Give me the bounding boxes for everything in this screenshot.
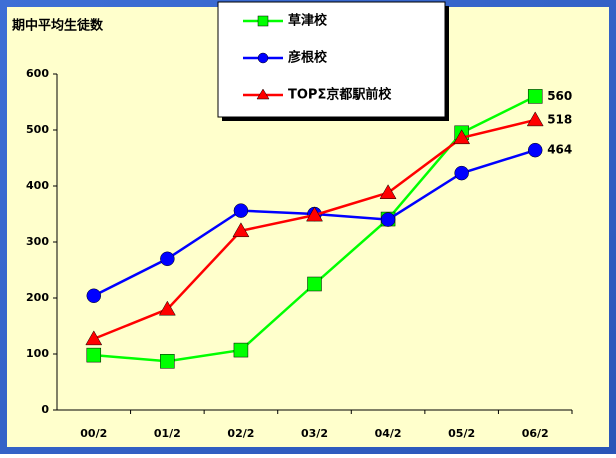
marker	[526, 111, 544, 127]
marker	[86, 347, 102, 363]
marker	[527, 89, 543, 104]
marker	[453, 129, 471, 145]
marker	[379, 184, 397, 199]
marker	[380, 212, 396, 227]
marker	[306, 206, 323, 222]
y-tick-label: 400	[26, 179, 49, 192]
x-tick-label: 05/2	[448, 427, 475, 440]
marker	[158, 300, 176, 316]
x-tick-label: 03/2	[301, 427, 328, 440]
legend-label: TOPΣ京都駅前校	[288, 87, 392, 103]
x-tick-label: 00/2	[80, 427, 107, 440]
y-tick-label: 300	[26, 235, 49, 248]
marker	[454, 165, 469, 181]
x-tick-label: 02/2	[227, 427, 254, 440]
x-tick-label: 04/2	[375, 427, 402, 440]
marker	[86, 288, 102, 304]
marker	[527, 142, 543, 158]
marker	[160, 354, 175, 369]
marker	[232, 222, 250, 238]
marker	[307, 276, 322, 292]
marker	[85, 330, 103, 346]
legend-label: 草津校	[288, 13, 328, 29]
data-label: 560	[547, 89, 572, 103]
marker	[257, 15, 269, 27]
y-tick-label: 0	[41, 403, 49, 416]
y-tick-label: 600	[26, 67, 49, 80]
marker	[233, 342, 249, 358]
y-tick-label: 200	[26, 291, 49, 304]
marker	[160, 251, 175, 267]
y-tick-label: 500	[26, 123, 49, 136]
x-tick-label: 06/2	[522, 427, 549, 440]
x-tick-label: 01/2	[154, 427, 181, 440]
y-tick-label: 100	[26, 347, 49, 360]
chart-title: 期中平均生徒数	[12, 18, 104, 34]
data-label: 518	[547, 112, 572, 126]
legend-label: 彦根校	[288, 50, 328, 66]
marker	[233, 203, 249, 218]
data-label: 464	[547, 143, 572, 157]
marker	[257, 52, 269, 64]
marker	[256, 88, 270, 100]
